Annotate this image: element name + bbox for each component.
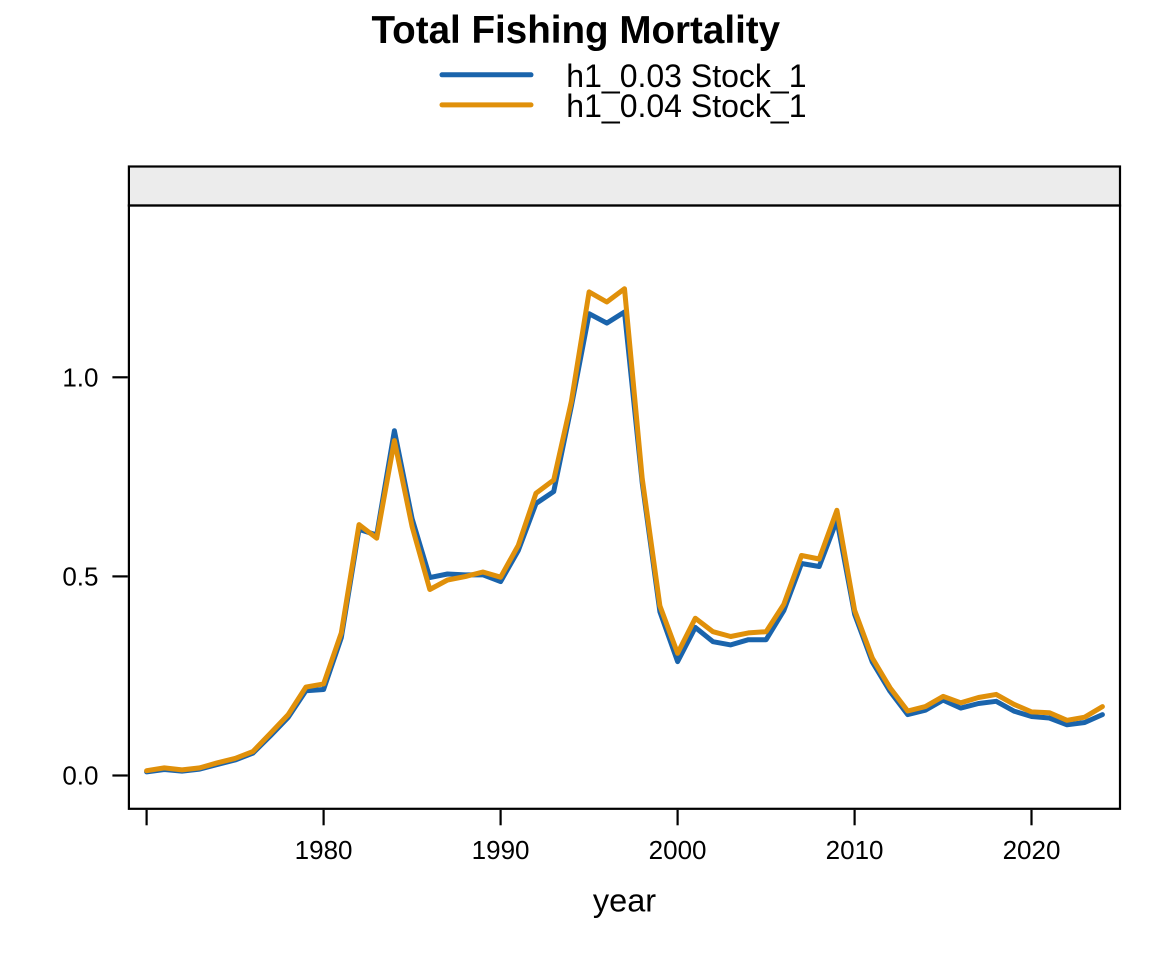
svg-text:2000: 2000 <box>649 835 707 865</box>
svg-text:year: year <box>593 883 656 919</box>
svg-text:2010: 2010 <box>826 835 884 865</box>
svg-text:h1_0.03 Stock_1: h1_0.03 Stock_1 <box>566 58 806 94</box>
svg-text:0.5: 0.5 <box>62 561 98 591</box>
svg-text:0.0: 0.0 <box>62 761 98 791</box>
svg-text:Total Fishing Mortality: Total Fishing Mortality <box>371 9 780 52</box>
svg-text:h1_0.04 Stock_1: h1_0.04 Stock_1 <box>566 88 806 124</box>
svg-text:1990: 1990 <box>472 835 530 865</box>
svg-text:1980: 1980 <box>295 835 353 865</box>
svg-text:2020: 2020 <box>1003 835 1061 865</box>
svg-text:1.0: 1.0 <box>62 362 98 392</box>
